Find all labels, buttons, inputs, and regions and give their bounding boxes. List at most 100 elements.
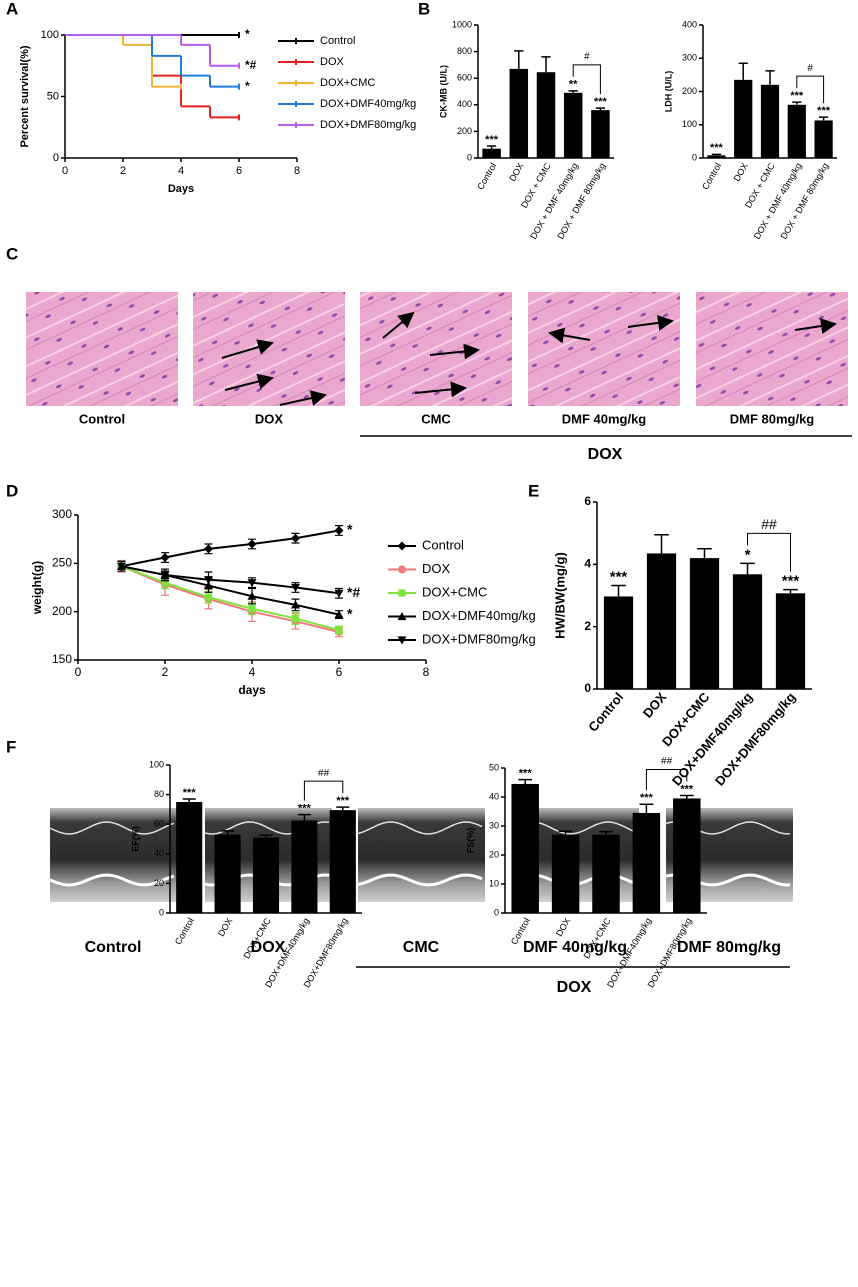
error-bar [599,831,613,835]
x-tick-label: Control [585,689,626,734]
image-caption: Control [85,939,142,956]
y-tick-label: 10 [489,878,499,888]
bar [707,155,726,158]
x-tick-label: 8 [423,665,430,679]
annotation: * [245,79,250,93]
significance: * [745,546,751,563]
error-bar [697,548,712,559]
bar [646,553,677,689]
y-tick-label: 50 [489,762,499,772]
marker [247,579,257,588]
series-line [121,565,340,595]
y-axis-label: HW/BW(mg/g) [552,552,567,639]
y-tick-label: 4 [584,557,591,571]
bar [787,104,806,158]
bar [814,120,833,158]
error-bar [654,533,669,554]
panel-label: F [6,737,16,756]
y-tick-label: 80 [154,789,164,799]
x-axis-label: Days [168,183,194,195]
x-tick-label: 6 [236,165,242,177]
error-bar [711,153,721,156]
error-bar [518,778,533,784]
arrow [279,390,327,406]
bar [760,84,780,158]
echo-trace [49,873,175,887]
bracket [572,64,601,95]
error-bar [819,116,829,121]
legend-label: DOX+DMF80mg/kg [320,119,416,131]
image-caption: DOX [255,411,284,426]
marker [397,636,407,645]
bar [551,834,580,913]
annotation: * [347,605,353,621]
arrow [429,343,480,360]
image-caption: DMF 40mg/kg [523,939,627,956]
arrow [548,327,591,344]
error-bar [595,107,606,111]
x-tick-label: 0 [75,665,82,679]
series-line [121,529,340,568]
y-tick-label: 6 [584,494,591,508]
x-tick-label: 6 [336,665,343,679]
y-tick-label: 800 [457,46,472,56]
significance: *** [640,792,654,804]
marker [204,544,213,554]
histology-image [696,292,848,406]
arrow [382,311,415,339]
y-tick-label: 0 [159,907,164,917]
series-line [121,565,340,631]
marker [291,600,300,609]
echo-trace [49,821,175,835]
x-axis-label: days [238,683,266,697]
x-tick-label: DOX+DMF80mg/kg [712,689,799,788]
echo-trace [357,821,483,835]
histology-image [528,292,680,406]
error-bar [486,145,497,149]
significance: *** [817,105,831,117]
significance: *** [485,134,499,146]
legend-label: DOX+CMC [320,77,375,89]
group-label: DOX [588,446,623,463]
marker [160,571,170,580]
bar [592,834,620,913]
x-tick-label: Control [475,161,498,191]
marker [247,591,257,600]
image-caption: DOX [251,939,286,956]
x-tick-label: DOX+DMF80mg/kg [302,916,350,989]
bracket-label: ## [761,516,777,532]
bracket [747,532,791,572]
bracket-label: ## [661,756,673,767]
bar [509,68,529,158]
x-tick-label: DOX + DMF 40mg/kg [528,161,580,241]
error-bar [182,798,196,802]
y-tick-label: 150 [52,652,72,666]
bar [291,820,318,913]
significance: *** [519,768,533,780]
bar [673,798,701,913]
error-bar [738,62,748,80]
y-tick-label: 200 [457,126,472,136]
marker [334,589,344,598]
bracket [796,75,825,104]
legend-label: DOX [422,561,451,576]
panel-label: D [6,481,18,500]
panel-label: E [528,481,539,500]
image-caption: DMF 80mg/kg [677,939,781,956]
error-bar [558,830,573,835]
significance: *** [298,802,312,814]
bar [632,812,661,913]
y-axis-label: CK-MB (U/L) [438,65,448,118]
y-tick-label: 40 [489,791,499,801]
x-tick-label: 0 [62,165,68,177]
y-tick-label: 0 [584,681,591,695]
legend-label: DOX+DMF80mg/kg [422,631,536,646]
histology-image [193,292,345,406]
x-tick-label: DOX+DMF40mg/kg [669,689,756,788]
arrow [221,339,274,359]
image-caption: DMF 80mg/kg [730,411,815,426]
echo-trace [357,873,483,887]
error-bar [336,806,350,811]
bar [536,72,556,158]
series-line [121,565,340,633]
